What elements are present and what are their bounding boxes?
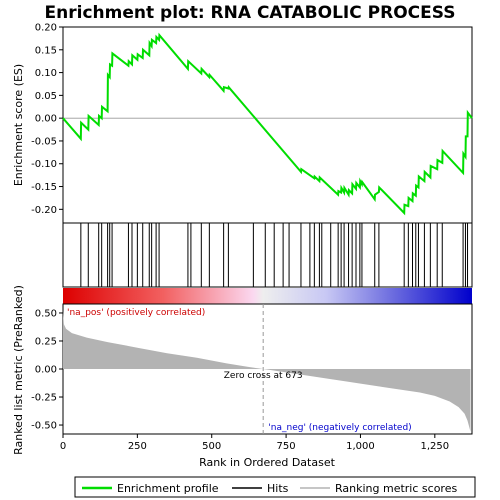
es-ytick-label: 0.15: [35, 45, 57, 56]
es-ytick-label: -0.20: [31, 205, 57, 216]
hits-panel-frame: [62, 222, 473, 288]
enrichment-panel-frame: [62, 26, 473, 224]
rank-xlabel: Rank in Ordered Dataset: [199, 456, 336, 469]
legend-frame: [74, 476, 476, 498]
chart-title: Enrichment plot: RNA CATABOLIC PROCESS: [45, 3, 456, 23]
rank-xtick-label: 0: [60, 441, 66, 452]
hits-panel: [62, 222, 473, 288]
heatmap-bar: [63, 288, 472, 304]
es-ylabel: Enrichment score (ES): [12, 64, 25, 186]
es-ytick-label: -0.10: [31, 159, 57, 170]
zero-cross-label: Zero cross at 673: [224, 371, 303, 381]
metric-ytick-label: -0.50: [31, 421, 57, 432]
negative-label: 'na_neg' (negatively correlated): [268, 423, 411, 433]
legend-label-hits: Hits: [267, 482, 289, 495]
es-ytick-label: -0.15: [31, 182, 57, 193]
metric-ytick-label: 0.25: [35, 336, 57, 347]
hit-marks: [80, 223, 469, 287]
rank-heatmap-bar: [63, 288, 472, 304]
rank-xtick-label: 250: [128, 441, 147, 452]
metric-ylabel: Ranked list metric (PreRanked): [12, 285, 25, 455]
metric-ytick-label: -0.25: [31, 393, 57, 404]
rank-xtick-label: 750: [277, 441, 296, 452]
ranking-metric-panel: 0.50 0.25 0.00 -0.25 -0.50 0 250 500 750 1,000 1,…: [12, 285, 473, 469]
es-ytick-label: 0.00: [35, 114, 57, 125]
enrichment-panel: 0.20 0.15 0.10 0.05 0.00 -0.05 -0.10 -0.15 -0.20…: [12, 23, 473, 224]
metric-ytick-label: 0.50: [35, 308, 57, 319]
legend: Enrichment profile Hits Ranking metric s…: [74, 476, 476, 498]
enrichment-profile-series: [62, 32, 473, 216]
enrichment-profile-line: [62, 32, 473, 216]
legend-label-enrichment: Enrichment profile: [117, 482, 219, 495]
positive-label: 'na_pos' (positively correlated): [67, 308, 205, 318]
rank-xtick-label: 1,000: [346, 441, 375, 452]
es-ytick-label: 0.20: [35, 23, 57, 34]
es-yaxis-ticks: 0.20 0.15 0.10 0.05 0.00 -0.05 -0.10 -0.15 -0.20: [31, 23, 63, 216]
rank-xtick-label: 1,250: [420, 441, 449, 452]
rank-xtick-label: 500: [202, 441, 221, 452]
rank-xaxis-ticks: 0 250 500 750 1,000 1,250: [60, 434, 449, 452]
es-ytick-label: -0.05: [31, 136, 57, 147]
es-ytick-label: 0.10: [35, 68, 57, 79]
metric-ytick-label: 0.00: [35, 365, 57, 376]
ranking-metric-area: [63, 310, 471, 432]
metric-yaxis-ticks: 0.50 0.25 0.00 -0.25 -0.50: [31, 308, 63, 432]
legend-label-ranking: Ranking metric scores: [335, 482, 457, 495]
ranking-metric-fill: [63, 310, 471, 432]
es-ytick-label: 0.05: [35, 91, 57, 102]
